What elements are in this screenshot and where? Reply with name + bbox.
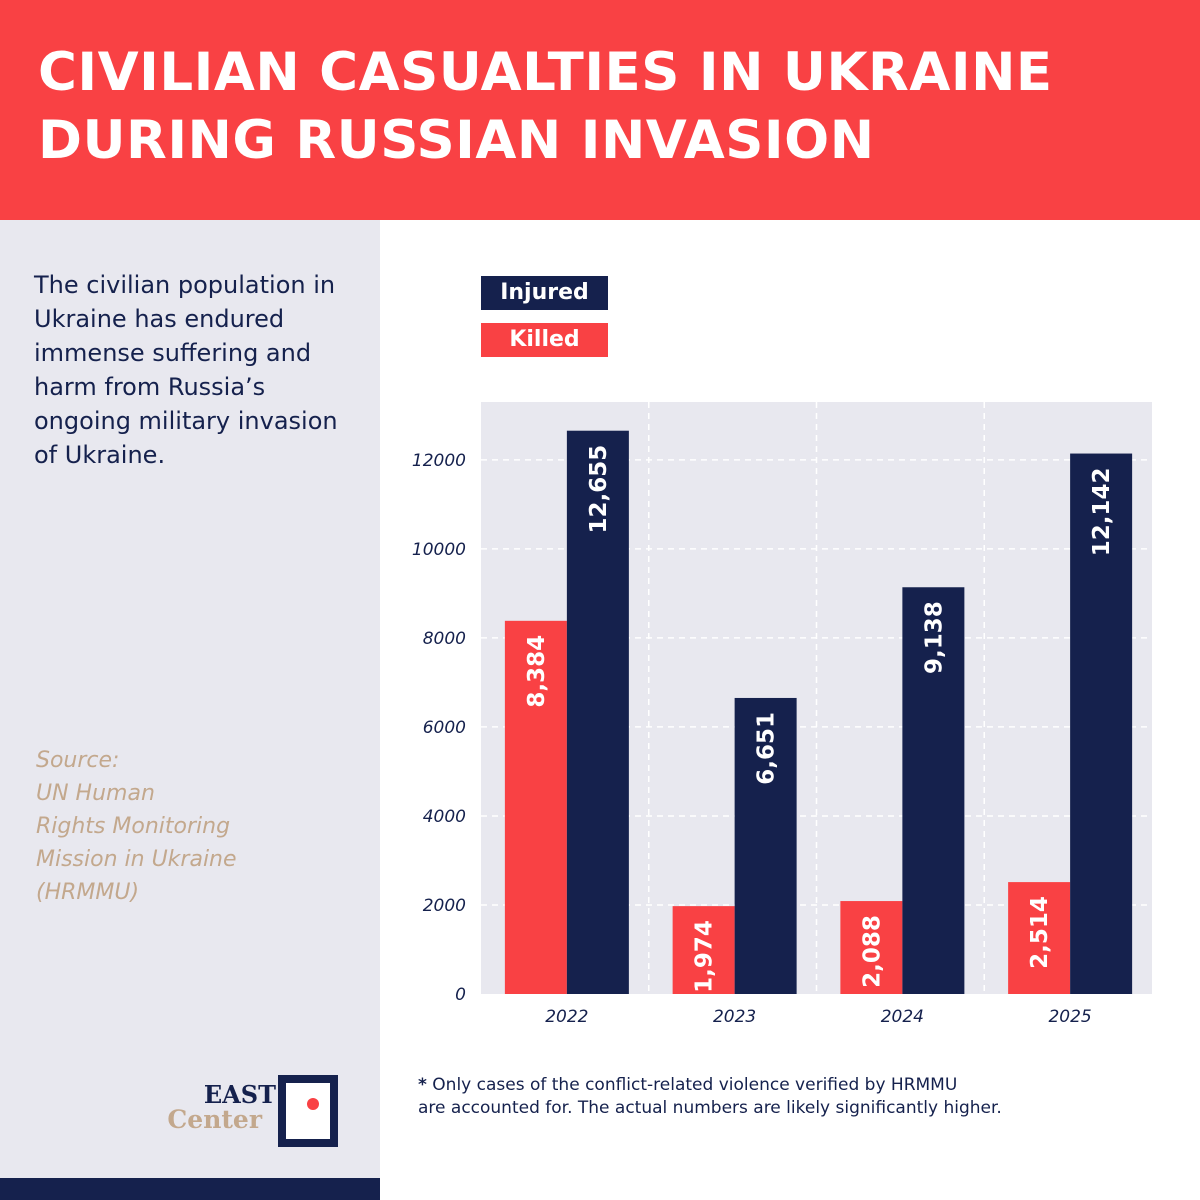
- intro-text: The civilian population in Ukraine has e…: [34, 271, 338, 469]
- data-label-killed-2022: 8,384: [524, 635, 550, 708]
- east-center-logo-icon: [278, 1075, 338, 1147]
- footnote-line-1: Only cases of the conflict-related viole…: [426, 1075, 958, 1095]
- bar-killed-2022: [504, 620, 567, 994]
- source-line: Rights Monitoring: [36, 814, 231, 839]
- logo-text-east: EAST: [203, 1080, 276, 1109]
- header-banner: CIVILIAN CASUALTIES IN UKRAINE DURING RU…: [0, 0, 1200, 220]
- bar-killed-2023: [672, 906, 735, 994]
- data-label-killed-2023: 1,974: [692, 920, 718, 993]
- bottom-bar: [0, 1178, 380, 1200]
- data-label-killed-2025: 2,514: [1027, 896, 1053, 969]
- legend-injured: Injured: [481, 276, 608, 310]
- x-tick-label: 2025: [1048, 1007, 1091, 1027]
- x-tick-label: 2022: [545, 1007, 588, 1027]
- y-tick-label: 6000: [423, 718, 466, 738]
- bar-injured-2022: [566, 430, 629, 994]
- source-citation: Source: UN Human Rights Monitoring Missi…: [36, 744, 336, 909]
- bar-injured-2024: [902, 587, 965, 994]
- y-tick-label: 2000: [423, 896, 466, 916]
- data-label-injured-2025: 12,142: [1089, 468, 1115, 557]
- logo-dot: [307, 1098, 319, 1110]
- legend-killed: Killed: [481, 323, 608, 357]
- y-tick-label: 12000: [412, 451, 466, 471]
- page-title-line-2: DURING RUSSIAN INVASION: [38, 110, 875, 171]
- sidebar: [0, 220, 380, 1200]
- data-label-injured-2022: 12,655: [586, 445, 612, 534]
- source-line: UN Human: [36, 781, 155, 806]
- bar-injured-2025: [1070, 453, 1133, 994]
- bar-injured-2023: [734, 697, 797, 994]
- bar-killed-2024: [840, 901, 903, 994]
- page-title-line-1: CIVILIAN CASUALTIES IN UKRAINE: [38, 42, 1053, 103]
- source-line: Source:: [36, 748, 120, 773]
- source-line: (HRMMU): [36, 880, 140, 905]
- x-tick-label: 2024: [881, 1007, 924, 1027]
- data-label-injured-2024: 9,138: [921, 601, 947, 674]
- logo-text-center: Center: [167, 1105, 262, 1134]
- bar-chart: 0 2000 4000 6000 8000 10000 12000 8,384 12,655 20…: [412, 402, 1152, 1027]
- y-tick-label: 10000: [412, 540, 466, 560]
- x-tick-label: 2023: [713, 1007, 756, 1027]
- data-label-injured-2023: 6,651: [754, 712, 780, 785]
- data-label-killed-2024: 2,088: [859, 915, 885, 988]
- logo-inner-square: [286, 1083, 330, 1139]
- source-line: Mission in Ukraine: [36, 847, 237, 872]
- footnote-star: *: [418, 1075, 427, 1095]
- bar-killed-2025: [1008, 882, 1071, 994]
- footnote-line-2: are accounted for. The actual numbers ar…: [418, 1098, 1002, 1118]
- footnote: * Only cases of the conflict-related vio…: [418, 1074, 1178, 1120]
- y-tick-label: 4000: [423, 807, 466, 827]
- y-tick-label: 0: [455, 985, 466, 1005]
- y-tick-label: 8000: [423, 629, 466, 649]
